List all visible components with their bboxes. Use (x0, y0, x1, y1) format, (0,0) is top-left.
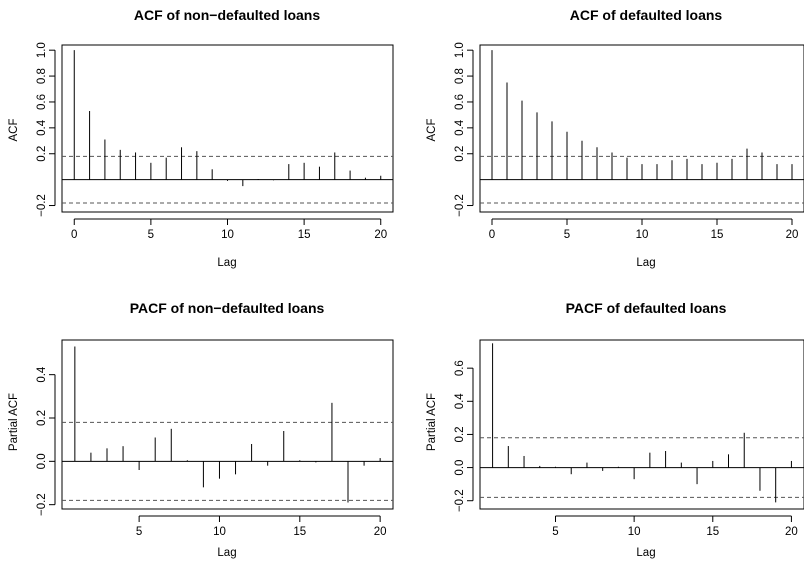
x-tick-label: 15 (298, 229, 311, 241)
x-tick-label: 20 (374, 229, 387, 241)
panel-title: PACF of defaulted loans (566, 300, 727, 316)
x-tick-label: 15 (293, 526, 306, 538)
panel-title: ACF of non−defaulted loans (134, 7, 320, 23)
y-tick-label: 0.0 (36, 453, 48, 469)
x-tick-label: 0 (71, 229, 77, 241)
y-tick-label: 0.2 (454, 146, 466, 162)
y-axis-label: Partial ACF (8, 393, 20, 451)
y-axis-label: ACF (426, 119, 438, 142)
x-tick-label: 10 (628, 526, 641, 538)
plot-area: 5 10 15 20 −0.2 0.0 0.2 0.4 (36, 339, 394, 538)
x-tick-label: 5 (552, 526, 558, 538)
panel-acf-non-defaulted: ACF of non−defaulted loans Lag ACF 0 5 10 1… (8, 7, 394, 269)
x-tick-label: 20 (786, 229, 799, 241)
y-tick-label: 0.2 (36, 410, 48, 426)
x-tick-label: 20 (785, 526, 798, 538)
x-tick-label: 15 (706, 526, 719, 538)
y-tick-label: 0.0 (454, 460, 466, 476)
y-tick-label: 0.6 (36, 94, 48, 110)
y-tick-label: 0.4 (36, 119, 48, 136)
x-axis-label: Lag (636, 547, 655, 559)
plot-area: 5 10 15 20 −0.2 0.0 0.2 0.4 0.6 (454, 339, 804, 538)
y-tick-label: −0.2 (36, 194, 48, 217)
x-axis-label: Lag (217, 547, 236, 559)
y-tick-label: 1.0 (454, 42, 466, 58)
x-tick-label: 5 (564, 229, 570, 241)
y-tick-label: 0.4 (36, 366, 48, 383)
y-tick-label: 0.6 (454, 94, 466, 110)
y-tick-label: 0.8 (454, 68, 466, 84)
y-tick-label: 0.2 (36, 146, 48, 162)
y-tick-label: 1.0 (36, 42, 48, 58)
panel-acf-defaulted: ACF of defaulted loans Lag ACF 0 5 10 15 20 −… (426, 7, 804, 269)
y-axis-label: ACF (8, 119, 20, 142)
panel-title: ACF of defaulted loans (570, 7, 723, 23)
y-tick-label: −0.2 (454, 194, 466, 217)
y-tick-label: 0.6 (454, 360, 466, 376)
x-tick-label: 0 (489, 229, 495, 241)
x-tick-label: 15 (711, 229, 724, 241)
plot-area: 0 5 10 15 20 −0.2 0.2 0.4 0.6 0.8 1.0 (36, 42, 394, 241)
x-axis-label: Lag (217, 257, 236, 269)
plot-frame (61, 44, 394, 213)
plot-area: 0 5 10 15 20 −0.2 0.2 0.4 0.6 0.8 1.0 (454, 42, 804, 241)
x-tick-label: 20 (374, 526, 387, 538)
y-tick-label: −0.2 (36, 493, 48, 516)
plot-frame (479, 44, 804, 213)
plot-frame (479, 339, 804, 510)
y-axis-label: Partial ACF (426, 393, 438, 451)
x-tick-label: 10 (636, 229, 649, 241)
y-tick-label: 0.4 (454, 119, 466, 136)
x-tick-label: 5 (148, 229, 154, 241)
y-tick-label: 0.8 (36, 68, 48, 84)
x-tick-label: 5 (136, 526, 142, 538)
panel-pacf-defaulted: PACF of defaulted loans Lag Partial ACF … (426, 300, 804, 559)
x-tick-label: 10 (213, 526, 226, 538)
y-tick-label: −0.2 (454, 489, 466, 512)
panel-pacf-non-defaulted: PACF of non−defaulted loans Lag Partial … (8, 300, 394, 559)
y-tick-label: 0.4 (454, 393, 466, 410)
x-axis-label: Lag (636, 257, 655, 269)
y-tick-label: 0.2 (454, 426, 466, 442)
plot-frame (61, 339, 394, 510)
panel-title: PACF of non−defaulted loans (130, 300, 325, 316)
x-tick-label: 10 (221, 229, 234, 241)
